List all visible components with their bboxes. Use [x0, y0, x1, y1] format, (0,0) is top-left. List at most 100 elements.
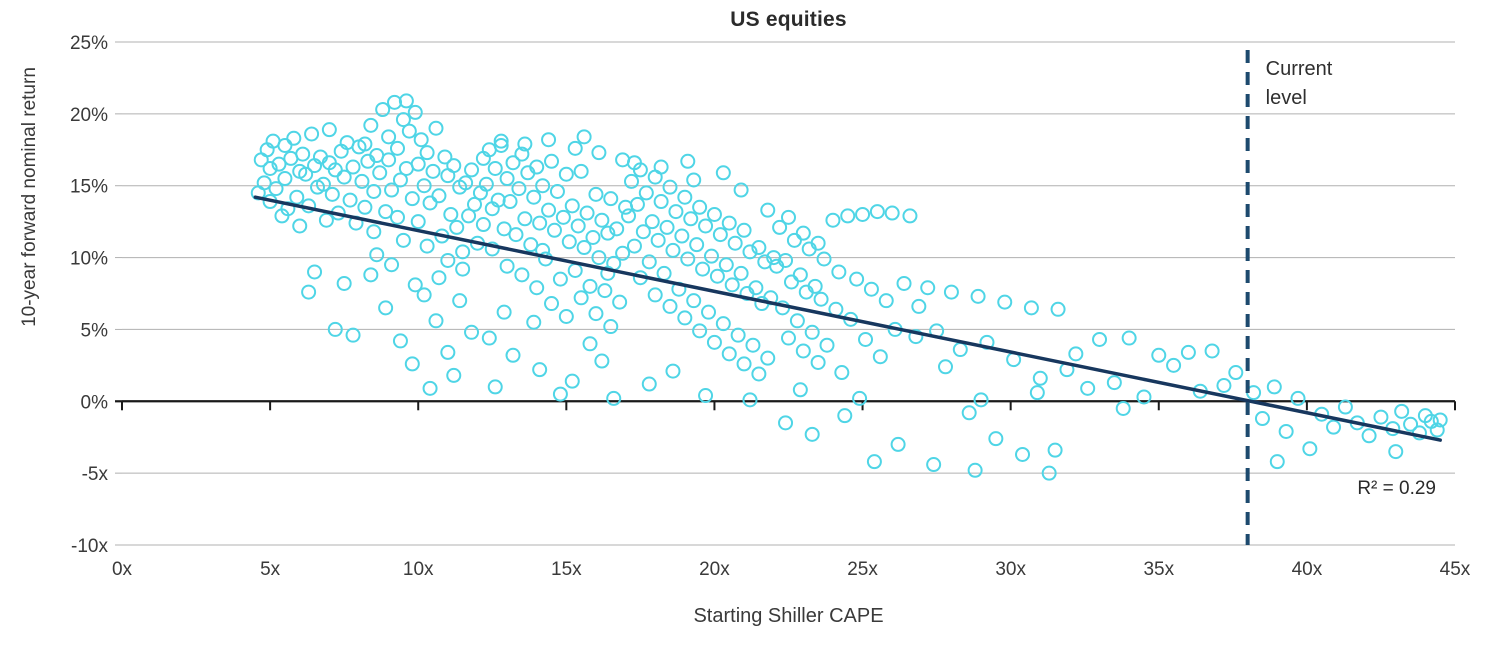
scatter-point	[499, 171, 515, 187]
current-level-label: Current level	[1265, 58, 1333, 109]
scatter-point	[455, 244, 471, 260]
y-axis-label: 10-year forward nominal return	[19, 67, 40, 327]
scatter-point	[526, 314, 542, 330]
scatter-point	[318, 212, 334, 228]
scatter-point	[1047, 442, 1063, 458]
scatter-point	[772, 219, 788, 235]
scatter-point	[345, 327, 361, 343]
scatter-point	[428, 313, 444, 329]
scatter-point	[650, 232, 666, 248]
scatter-point	[721, 215, 737, 231]
scatter-point	[718, 257, 734, 273]
scatter-point	[378, 204, 394, 220]
scatter-point	[792, 267, 808, 283]
y-tick-label: -5x	[82, 464, 109, 485]
scatter-point	[615, 245, 631, 261]
scatter-point	[638, 185, 654, 201]
scatter-point	[863, 281, 879, 297]
scatter-point	[342, 192, 358, 208]
scatter-point	[579, 205, 595, 221]
scatter-point	[384, 182, 400, 198]
scatter-point	[363, 267, 379, 283]
scatter-point	[529, 280, 545, 296]
scatter-point	[295, 146, 311, 162]
scatter-point	[567, 140, 583, 156]
scatter-point	[952, 342, 968, 358]
scatter-point	[1373, 409, 1389, 425]
scatter-point	[736, 222, 752, 238]
scatter-point	[1337, 399, 1353, 415]
scatter-point	[357, 199, 373, 215]
scatter-point	[404, 356, 420, 372]
scatter-point	[635, 224, 651, 240]
scatter-point	[395, 232, 411, 248]
scatter-point	[321, 122, 337, 138]
scatter-point	[1326, 419, 1342, 435]
y-tick-label: 0%	[81, 392, 109, 413]
scatter-point	[911, 298, 927, 314]
scatter-point	[535, 178, 551, 194]
scatter-point	[576, 240, 592, 256]
scatter-point	[327, 162, 343, 178]
scatter-point	[804, 324, 820, 340]
x-tick-label: 0x	[112, 559, 133, 580]
scatter-point	[748, 280, 764, 296]
scatter-point	[825, 212, 841, 228]
scatter-point	[292, 218, 308, 234]
scatter-point	[872, 349, 888, 365]
scatter-point	[378, 300, 394, 316]
scatter-point	[674, 228, 690, 244]
scatter-point	[366, 224, 382, 240]
scatter-point	[692, 199, 708, 215]
x-tick-label: 5x	[260, 559, 281, 580]
scatter-point	[1204, 343, 1220, 359]
scatter-point	[487, 160, 503, 176]
scatter-point	[1266, 379, 1282, 395]
scatter-point	[902, 208, 918, 224]
scatter-point	[612, 294, 628, 310]
scatter-point	[558, 166, 574, 182]
scatter-point	[724, 277, 740, 293]
scatter-point	[1050, 301, 1066, 317]
scatter-point	[653, 159, 669, 175]
scatter-point	[680, 153, 696, 169]
scatter-point	[709, 268, 725, 284]
scatter-point	[703, 248, 719, 264]
scatter-point	[544, 296, 560, 312]
scatter-point	[256, 175, 272, 191]
y-tick-label: 20%	[70, 105, 108, 126]
scatter-point	[461, 208, 477, 224]
scatter-point	[665, 363, 681, 379]
scatter-point	[653, 194, 669, 210]
scatter-point	[395, 112, 411, 128]
scatter-point	[398, 93, 414, 109]
scatter-point	[407, 277, 423, 293]
scatter-point	[576, 129, 592, 145]
scatter-point	[467, 196, 483, 212]
scatter-point	[478, 176, 494, 192]
scatter-point	[840, 208, 856, 224]
scatter-point	[849, 271, 865, 287]
scatter-point	[416, 287, 432, 303]
scatter-point	[1092, 331, 1108, 347]
scatter-point	[603, 319, 619, 335]
scatter-point	[502, 194, 518, 210]
scatter-point	[1180, 344, 1196, 360]
scatter-point	[496, 221, 512, 237]
scatter-point	[721, 346, 737, 362]
scatter-point	[523, 237, 539, 253]
scatter-point	[742, 244, 758, 260]
scatter-point	[541, 132, 557, 148]
scatter-point	[336, 169, 352, 185]
scatter-point	[458, 175, 474, 191]
scatter-point	[1029, 385, 1045, 401]
scatter-point	[626, 155, 642, 171]
scatter-point	[778, 415, 794, 431]
scatter-point	[920, 280, 936, 296]
scatter-point	[517, 136, 533, 152]
scatter-point	[392, 333, 408, 349]
scatter-point	[428, 120, 444, 136]
scatter-point	[437, 149, 453, 165]
scatter-point	[369, 247, 385, 263]
scatter-point	[464, 324, 480, 340]
